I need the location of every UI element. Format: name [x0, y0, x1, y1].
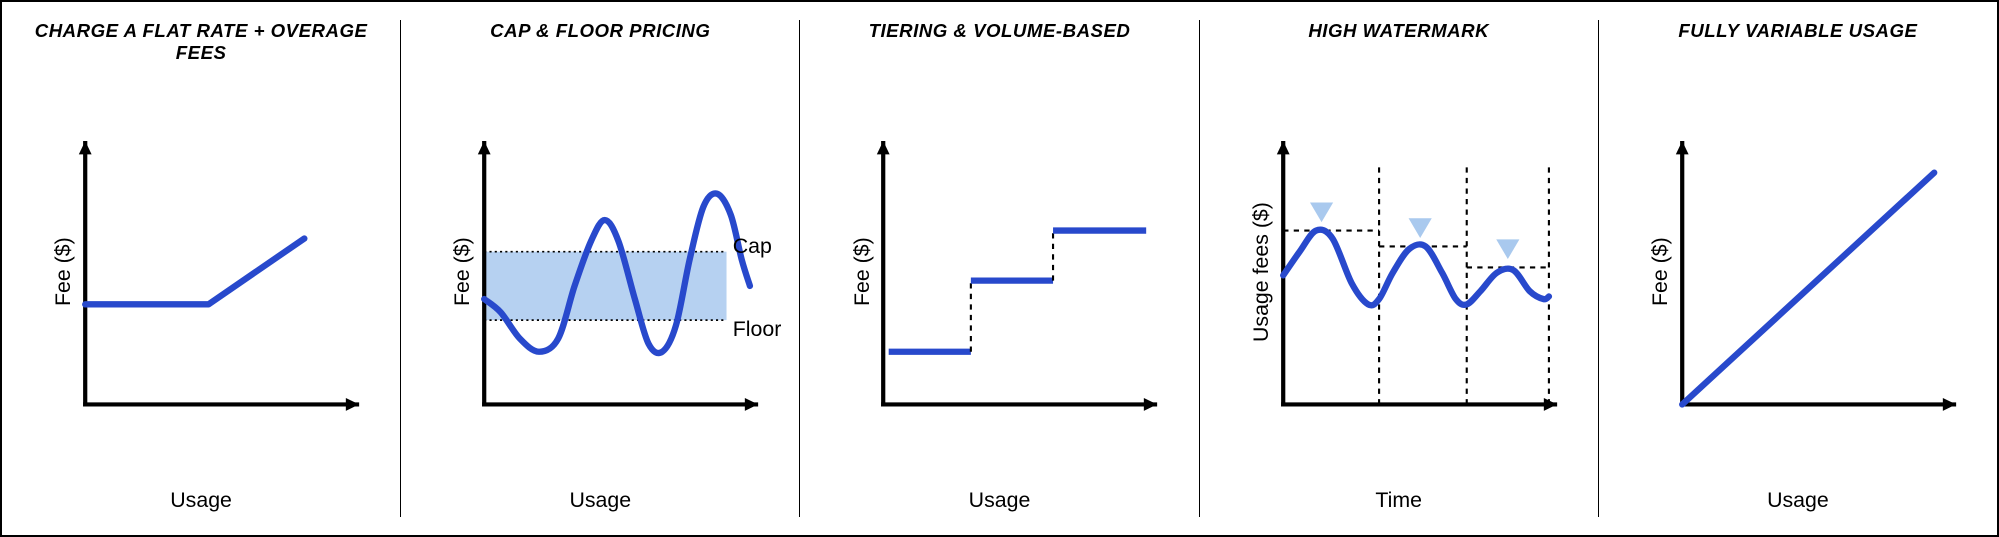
chart-area: Fee ($) Cap Floor	[421, 74, 779, 482]
x-axis-label: Usage	[969, 488, 1031, 513]
panel-title: FULLY VARIABLE USAGE	[1678, 20, 1917, 66]
y-axis-label: Fee ($)	[850, 237, 875, 306]
panel-tiering: TIERING & VOLUME-BASED Fee ($) Usage	[800, 2, 1198, 535]
x-axis-label: Time	[1375, 488, 1422, 513]
y-axis-label: Fee ($)	[450, 237, 475, 306]
panel-flat_rate_overage: CHARGE A FLAT RATE + OVERAGE FEES Fee ($)…	[2, 2, 400, 535]
panel-high_watermark: HIGH WATERMARK Usage fees ($) Time	[1200, 2, 1598, 535]
y-axis-label: Fee ($)	[1648, 237, 1673, 306]
pricing-models-figure: CHARGE A FLAT RATE + OVERAGE FEES Fee ($)…	[0, 0, 1999, 537]
x-axis-label: Usage	[1767, 488, 1829, 513]
panel-title: CHARGE A FLAT RATE + OVERAGE FEES	[22, 20, 380, 66]
panel-title: TIERING & VOLUME-BASED	[869, 20, 1131, 66]
x-axis-label: Usage	[170, 488, 232, 513]
panel-title: CAP & FLOOR PRICING	[490, 20, 710, 66]
cap-label: Cap	[733, 234, 772, 259]
series-line	[1682, 173, 1934, 405]
panel-cap_floor: CAP & FLOOR PRICING Fee ($) Cap Floor Usage	[401, 2, 799, 535]
panel-title: HIGH WATERMARK	[1308, 20, 1489, 66]
chart-area: Fee ($)	[1619, 74, 1977, 482]
chart-area: Usage fees ($)	[1220, 74, 1578, 482]
y-axis-label: Usage fees ($)	[1249, 202, 1274, 342]
panels-row: CHARGE A FLAT RATE + OVERAGE FEES Fee ($)…	[2, 2, 1997, 535]
y-axis-label: Fee ($)	[51, 237, 76, 306]
series-line	[85, 238, 304, 304]
chart-area: Fee ($)	[22, 74, 380, 482]
chart-area: Fee ($)	[820, 74, 1178, 482]
floor-label: Floor	[733, 317, 782, 342]
x-axis-label: Usage	[569, 488, 631, 513]
panel-fully_variable: FULLY VARIABLE USAGE Fee ($) Usage	[1599, 2, 1997, 535]
